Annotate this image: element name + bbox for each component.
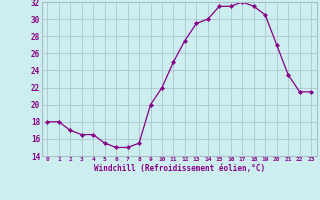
X-axis label: Windchill (Refroidissement éolien,°C): Windchill (Refroidissement éolien,°C) xyxy=(94,164,265,173)
